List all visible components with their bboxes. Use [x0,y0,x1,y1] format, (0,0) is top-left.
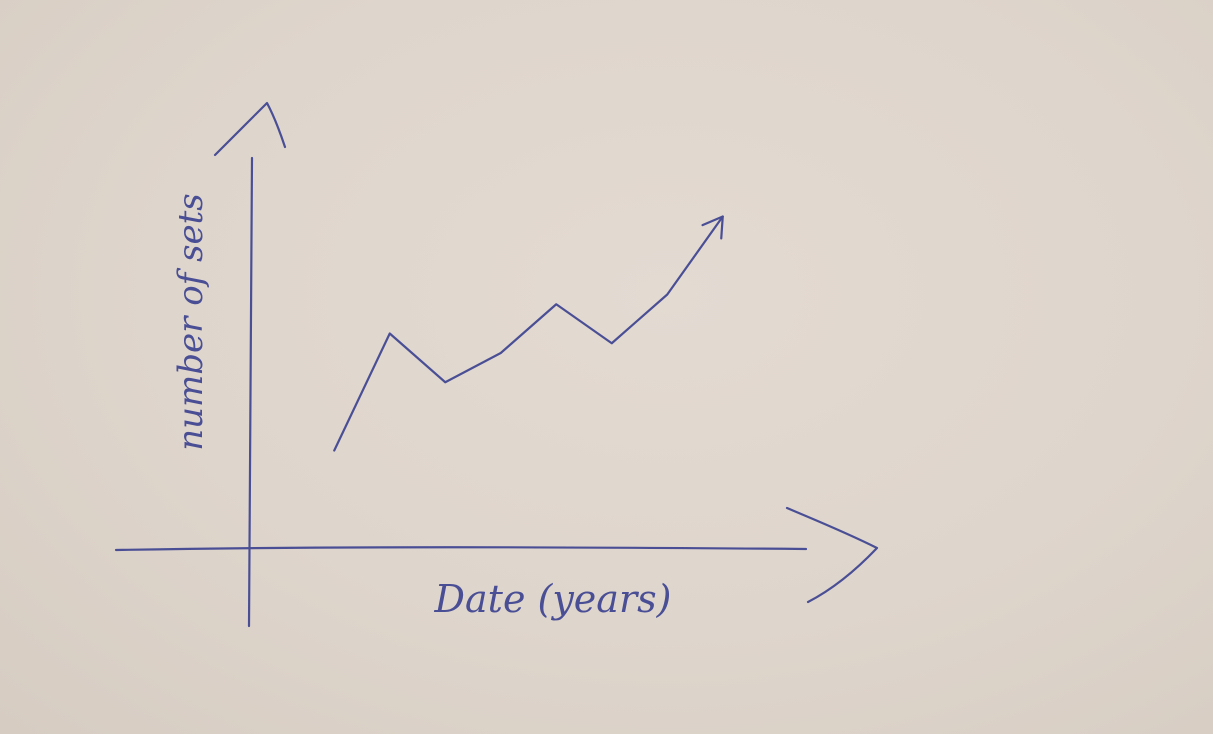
x-axis-arrowhead [785,506,879,604]
y-axis-arrowhead [213,101,287,157]
y-axis [247,156,254,628]
x-axis-label: Date (years) [434,577,672,621]
y-axis-label: number of sets [171,193,211,451]
series-layer [333,215,724,452]
series-arrowhead [701,215,724,240]
series-line-1 [333,215,724,452]
x-axis [114,546,808,552]
